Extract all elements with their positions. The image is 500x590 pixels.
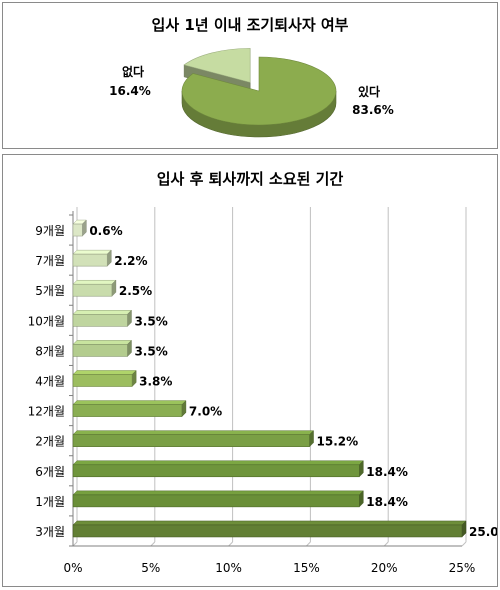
- y-tick-label: 3개월: [35, 525, 65, 539]
- bar-chart-bars: 0.6% 2.2% 2.5% 3.5% 3.5% 3.8% 7.0% 15.2% 18.4% 18…: [72, 219, 500, 539]
- bar: [72, 494, 360, 508]
- gridline-floor: [228, 541, 233, 547]
- bar: [72, 253, 108, 267]
- slice-label-no: 없다: [122, 64, 144, 79]
- bar-top-face: [72, 310, 133, 315]
- bar-chart-title: 입사 후 퇴사까지 소요된 기간: [157, 170, 344, 188]
- x-tick-label: 0%: [63, 561, 82, 575]
- bar-value-label: 3.5%: [134, 344, 167, 358]
- y-tick-label: 7개월: [35, 254, 65, 268]
- bar: [72, 434, 310, 447]
- bar-value-label: 3.5%: [134, 314, 167, 328]
- bar-value-label: 2.2%: [114, 254, 147, 268]
- bar-chart-panel: 입사 후 퇴사까지 소요된 기간 0.6% 2.2% 2.5% 3.5% 3.5% 3.8…: [2, 154, 500, 587]
- bar: [72, 524, 463, 538]
- slice-label-yes: 있다: [358, 84, 380, 99]
- bar-value-label: 0.6%: [89, 224, 122, 238]
- bar-top-face: [72, 249, 112, 255]
- gridline-floor: [72, 541, 78, 547]
- plot-area: [73, 207, 462, 546]
- bar-top-face: [72, 279, 117, 285]
- bar-value-label: 2.5%: [119, 284, 152, 298]
- bar-top-face: [72, 430, 315, 435]
- bar-top-face: [72, 460, 364, 466]
- x-tick-label: 5%: [141, 561, 160, 575]
- bar-top-face: [72, 370, 137, 375]
- y-tick-label: 1개월: [35, 495, 65, 509]
- bar-value-label: 15.2%: [317, 435, 359, 449]
- pie-chart: 입사 1년 이내 조기퇴사자 여부 있다 83.6% 없다 16.4%: [109, 16, 394, 138]
- bar: [72, 283, 113, 297]
- y-tick-label: 8개월: [35, 344, 65, 358]
- slice-value-yes: 83.6%: [352, 103, 394, 117]
- bar: [72, 344, 128, 357]
- y-tick-label: 2개월: [35, 435, 65, 449]
- bar-chart: 입사 후 퇴사까지 소요된 기간 0.6% 2.2% 2.5% 3.5% 3.5% 3.8…: [28, 170, 500, 575]
- bar-value-label: 7.0%: [189, 405, 222, 419]
- gridline-floor: [383, 541, 389, 547]
- gridline-floor: [461, 541, 467, 547]
- y-tick-label: 5개월: [35, 284, 65, 298]
- gridline-floor: [306, 541, 311, 547]
- bar-top-face: [72, 340, 133, 345]
- y-tick-label: 6개월: [35, 465, 65, 479]
- bar-top-face: [72, 520, 467, 526]
- bar: [72, 464, 360, 478]
- x-tick-label: 10%: [215, 561, 242, 575]
- bar-value-label: 18.4%: [366, 465, 408, 479]
- bar-value-label: 18.4%: [366, 495, 408, 509]
- y-tick-label: 9개월: [35, 224, 65, 238]
- bar-chart-x-axis: 0% 5% 10% 15% 20% 25%: [63, 561, 475, 575]
- pie-chart-panel: 입사 1년 이내 조기퇴사자 여부 있다 83.6% 없다 16.4%: [2, 2, 498, 149]
- bar: [72, 314, 128, 327]
- y-tick-label: 12개월: [28, 405, 65, 419]
- y-tick-label: 4개월: [35, 375, 65, 389]
- pie-chart-title: 입사 1년 이내 조기퇴사자 여부: [152, 16, 349, 34]
- bar-value-label: 25.0%: [469, 525, 497, 539]
- bar: [72, 374, 133, 387]
- slice-value-no: 16.4%: [109, 84, 151, 98]
- bar: [72, 404, 183, 417]
- bar: [72, 223, 83, 237]
- x-tick-label: 15%: [293, 561, 320, 575]
- bar-value-label: 3.8%: [139, 375, 172, 389]
- pie-slice-no: [183, 48, 251, 83]
- bar-top-face: [72, 490, 364, 496]
- bar-chart-y-axis: 9개월 7개월 5개월 10개월 8개월 4개월 12개월 2개월 6개월 1개월 3개월: [28, 214, 73, 547]
- x-tick-label: 25%: [449, 561, 476, 575]
- pie-slice-yes: [181, 56, 337, 126]
- y-tick-label: 10개월: [28, 314, 65, 328]
- bar-top-face: [72, 400, 187, 405]
- gridline-floor: [150, 541, 156, 547]
- x-tick-label: 20%: [371, 561, 398, 575]
